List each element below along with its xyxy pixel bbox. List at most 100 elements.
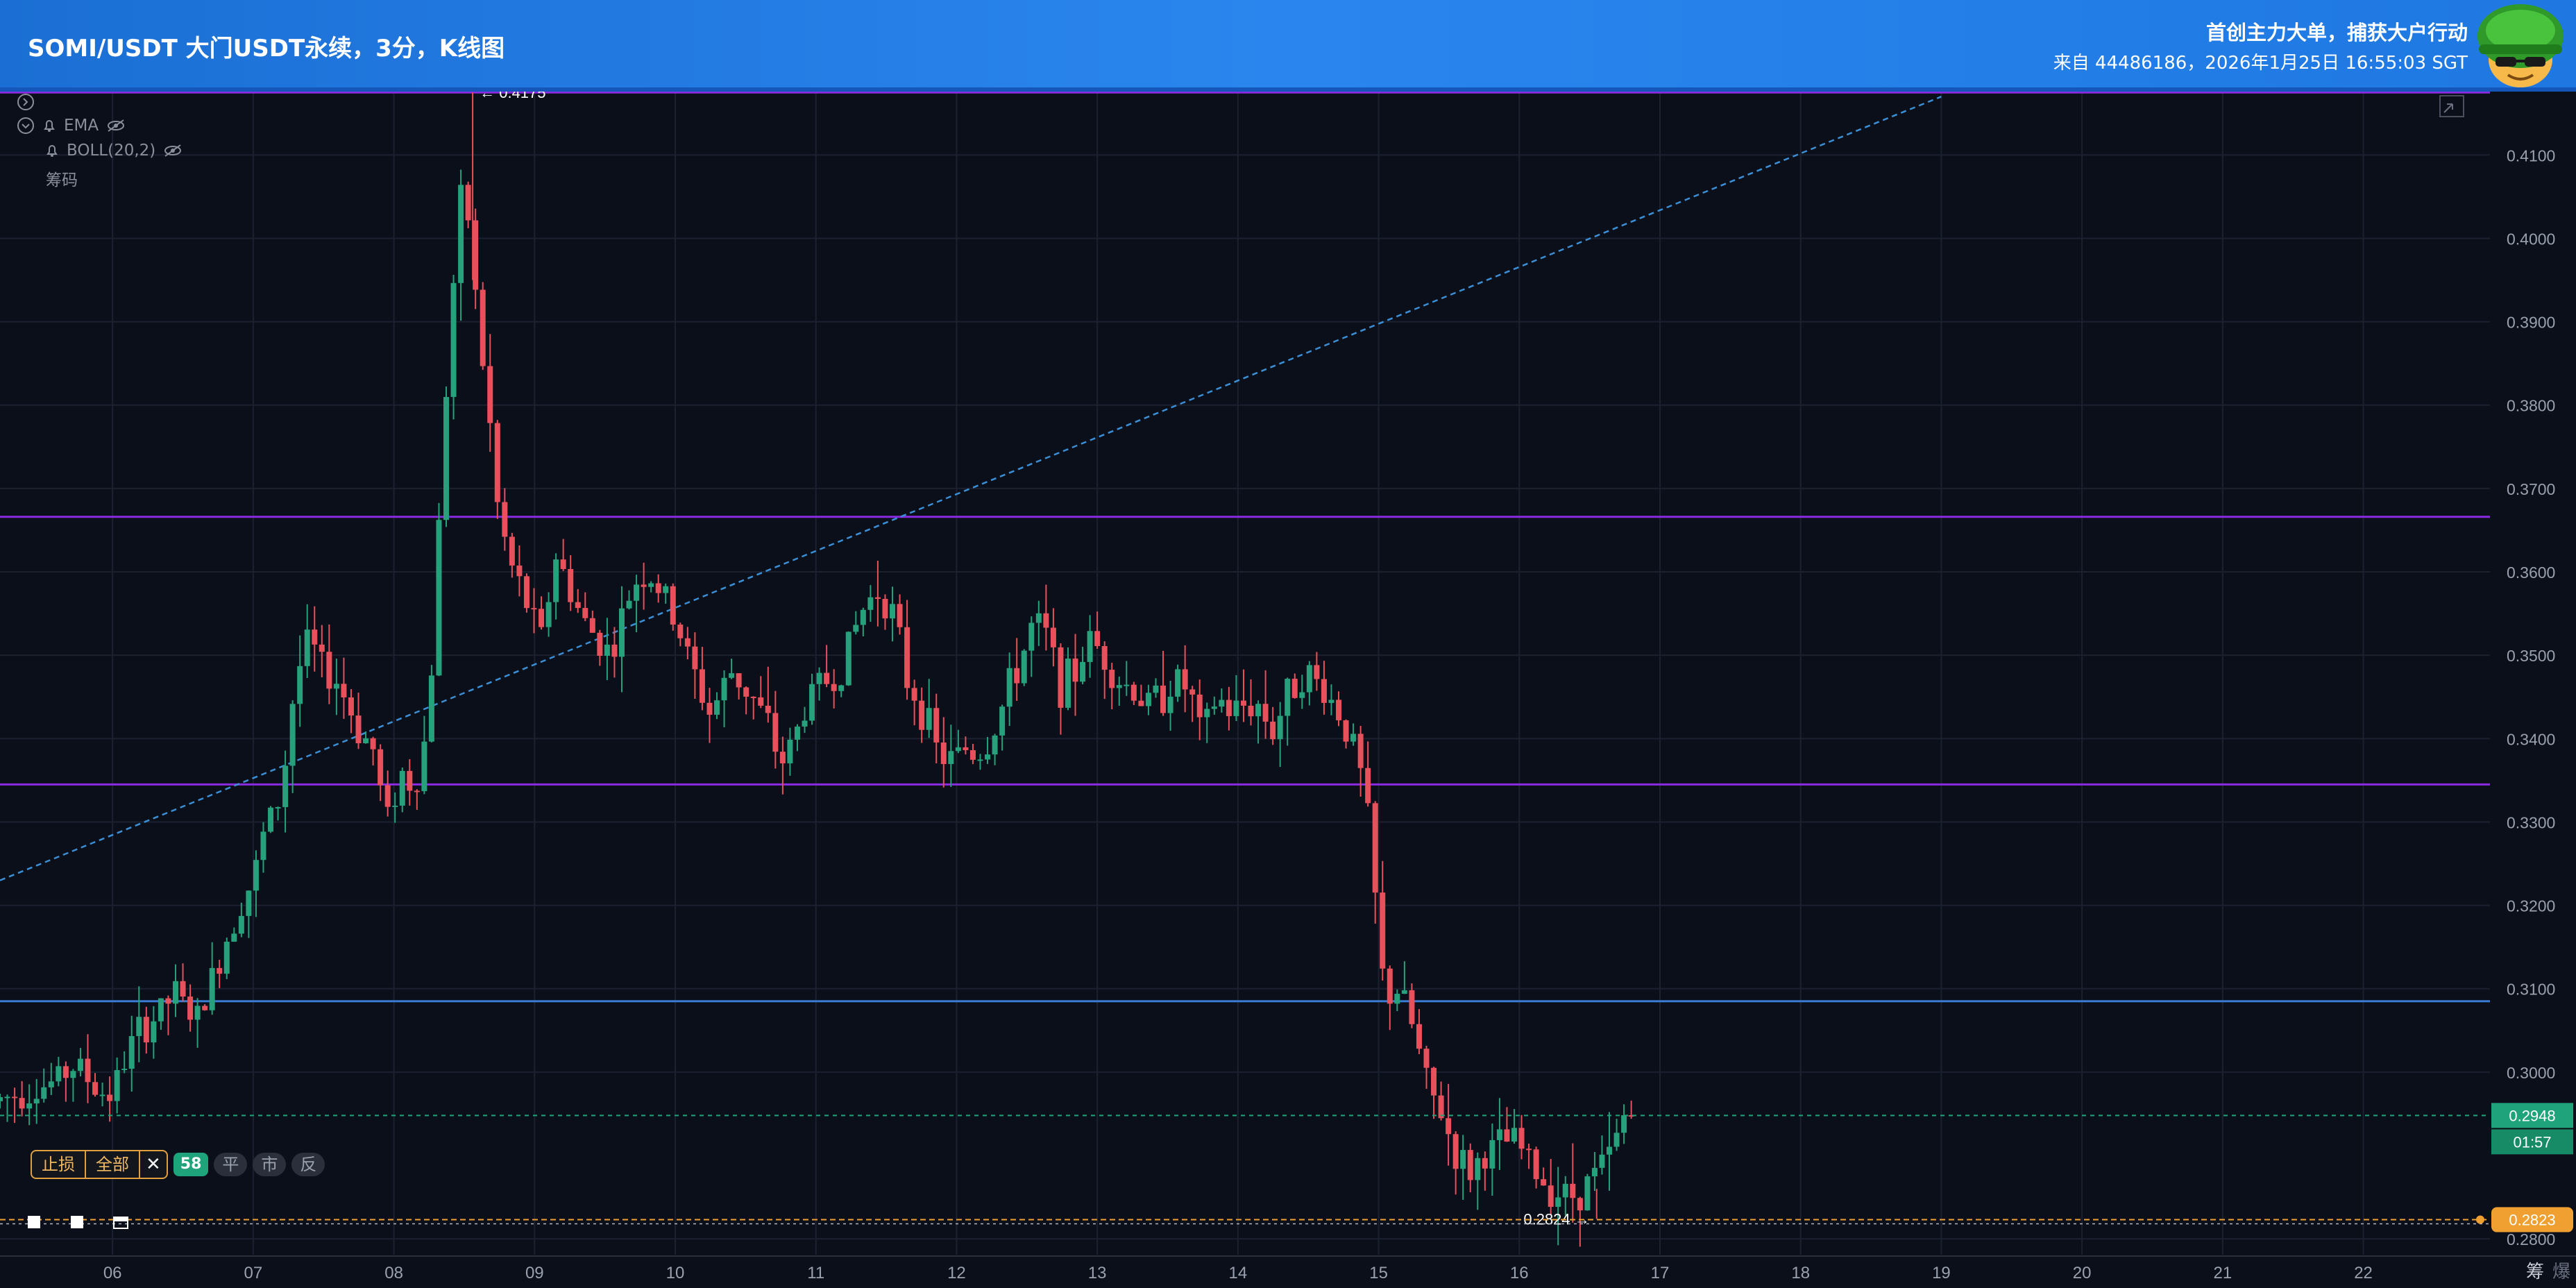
candle — [1233, 675, 1239, 722]
stop-loss-button[interactable]: 止损 — [32, 1151, 86, 1178]
candles — [0, 92, 1634, 1247]
candle-body — [282, 765, 289, 808]
candle-body — [1285, 679, 1291, 716]
candle-body — [933, 708, 940, 743]
reverse-button[interactable]: 反 — [291, 1153, 325, 1176]
candle-body — [465, 185, 471, 221]
candle-body — [1336, 700, 1342, 720]
stop-loss-group[interactable]: 止损 全部 ✕ — [31, 1150, 168, 1179]
candle — [1607, 1112, 1613, 1191]
expand-chevron-icon[interactable] — [17, 117, 35, 135]
candle — [1153, 678, 1159, 698]
indicator-chips-row[interactable]: 筹码 — [46, 167, 78, 190]
indicator-ema-row[interactable]: EMA — [17, 117, 126, 135]
header-source-line: 来自 44486186，2026年1月25日 16:55:03 SGT — [2053, 53, 2468, 74]
candle-body — [802, 720, 808, 727]
candle — [114, 1057, 120, 1114]
candle — [1591, 1152, 1598, 1192]
flat-button[interactable]: 平 — [214, 1153, 248, 1176]
candle — [19, 1081, 25, 1117]
candle — [765, 666, 771, 723]
candle-body — [919, 700, 925, 730]
position-qty-badge[interactable]: 58 — [173, 1153, 209, 1176]
bell-icon[interactable] — [42, 118, 57, 133]
candle — [1394, 989, 1400, 1011]
candle — [1452, 1131, 1459, 1195]
candle — [312, 606, 318, 672]
candle — [948, 724, 954, 787]
candle-body — [260, 831, 266, 861]
horizontal-levels — [0, 92, 2490, 1003]
indicator-boll-row[interactable]: BOLL(20,2) — [44, 142, 183, 160]
fullscreen-icon[interactable] — [2439, 95, 2464, 117]
candle-body — [1262, 704, 1269, 722]
candle-body — [1511, 1128, 1517, 1142]
candle-body — [414, 790, 420, 793]
candle-body — [816, 672, 822, 684]
candle-body — [458, 185, 464, 283]
candle — [1621, 1104, 1627, 1144]
close-icon[interactable]: ✕ — [146, 1154, 161, 1175]
candle — [246, 890, 252, 938]
candle — [480, 282, 486, 371]
all-button[interactable]: 全部 — [86, 1151, 140, 1178]
candle — [1343, 719, 1349, 749]
candle-body — [575, 602, 581, 609]
candle — [1570, 1143, 1576, 1223]
candle — [1380, 861, 1386, 981]
candle-body — [948, 751, 954, 764]
candle-body — [136, 1017, 142, 1036]
candle-body — [1130, 684, 1137, 701]
candle-body — [172, 981, 178, 1004]
indicator-boll-label: BOLL(20,2) — [67, 142, 156, 160]
eye-hidden-icon[interactable] — [105, 118, 126, 133]
candle-body — [1219, 700, 1225, 707]
candle-body — [589, 618, 595, 633]
bell-icon[interactable] — [44, 143, 60, 158]
candle-body — [487, 366, 493, 423]
candle-body — [611, 644, 618, 657]
candle — [1541, 1167, 1547, 1186]
y-tick-label: 0.3900 — [2507, 314, 2555, 332]
candle-body — [392, 805, 398, 807]
candle — [582, 592, 588, 622]
candle — [502, 488, 508, 551]
candle-body — [180, 981, 186, 997]
indicator-toggle-row[interactable] — [17, 93, 35, 111]
candle-body — [977, 759, 983, 761]
candle-body — [699, 669, 705, 703]
candle — [509, 532, 515, 578]
square-tool-button[interactable] — [28, 1216, 40, 1228]
candle-body — [12, 1096, 18, 1099]
candle-body — [1475, 1158, 1481, 1180]
time-axis[interactable]: 06 07 08 09 10 11 12 13 14 15 16 17 18 19 20 21 22 — [0, 1255, 2576, 1282]
high-price-label: ← 0.4175 — [480, 92, 545, 101]
candle — [743, 686, 749, 715]
square-tool-button[interactable] — [71, 1216, 83, 1228]
screenshot-icon[interactable] — [112, 1214, 129, 1230]
candle-body — [890, 604, 896, 619]
candle-body — [779, 752, 786, 763]
price-chart[interactable]: 0.2800 0.3000 0.3100 0.3200 0.3300 0.3400 0.35… — [0, 92, 2576, 1288]
candle-body — [1416, 1024, 1422, 1049]
order-bar[interactable]: 止损 全部 ✕ 58 平 市 反 — [31, 1150, 325, 1179]
candle-body — [99, 1094, 105, 1096]
candle-body — [1160, 685, 1167, 713]
chips-toggle[interactable]: 筹 — [2525, 1262, 2544, 1282]
last-price-badge — [2491, 1103, 2573, 1128]
corner-toggles[interactable]: 筹 爆 — [2526, 1257, 2570, 1283]
candle — [1204, 702, 1210, 743]
candle — [1409, 983, 1415, 1028]
collapse-chevron-icon[interactable] — [17, 93, 35, 111]
candle — [194, 998, 201, 1048]
candle — [41, 1068, 47, 1103]
market-button[interactable]: 市 — [253, 1153, 287, 1176]
eye-hidden-icon[interactable] — [162, 143, 183, 158]
candle — [969, 743, 976, 765]
candle-body — [655, 583, 661, 593]
candle — [121, 1051, 128, 1074]
liquidation-toggle[interactable]: 爆 — [2552, 1262, 2570, 1282]
candle — [450, 274, 457, 420]
price-axis[interactable]: 0.2800 0.3000 0.3100 0.3200 0.3300 0.3400 0.35… — [2490, 92, 2576, 1288]
candle — [399, 767, 405, 813]
